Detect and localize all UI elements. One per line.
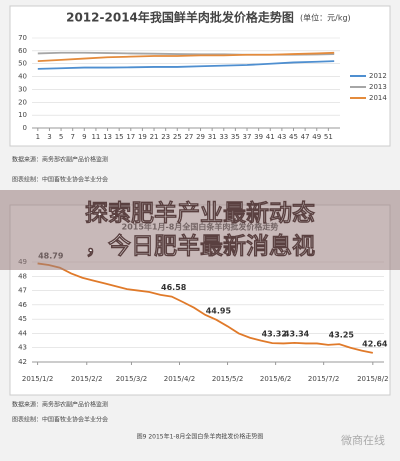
x-tick-label: 19 xyxy=(138,133,147,141)
figure-caption: 图9 2015年1-8月全国白条羊肉批发价格走势图 xyxy=(137,433,264,441)
x-tick-label: 23 xyxy=(161,133,170,141)
x-tick-label: 21 xyxy=(150,133,159,141)
y-tick-label: 50 xyxy=(18,60,27,68)
y-tick-label: 47 xyxy=(18,287,27,295)
y-tick-label: 60 xyxy=(18,47,27,55)
x-tick-label: 13 xyxy=(103,133,112,141)
x-tick-label: 35 xyxy=(231,133,240,141)
x-tick-label: 2015/2/2 xyxy=(71,375,102,383)
x-tick-label: 11 xyxy=(91,133,100,141)
x-tick-label: 17 xyxy=(126,133,135,141)
x-tick-label: 31 xyxy=(208,133,217,141)
data-label: 43.25 xyxy=(329,331,355,340)
x-tick-label: 1 xyxy=(36,133,40,141)
x-tick-label: 9 xyxy=(82,133,86,141)
overlay-text: 探索肥羊产业最新动态 xyxy=(85,200,315,227)
y-tick-label: 20 xyxy=(18,98,27,106)
chart-title: 2012-2014年我国鲜羊肉批发价格走势图 xyxy=(66,10,294,25)
x-tick-label: 2015/7/2 xyxy=(308,375,339,383)
x-tick-label: 37 xyxy=(243,133,252,141)
x-tick-label: 47 xyxy=(301,133,310,141)
y-tick-label: 42 xyxy=(18,358,27,366)
x-tick-label: 51 xyxy=(324,133,333,141)
x-tick-label: 15 xyxy=(115,133,124,141)
source-note: 图表绘制：中国畜牧业协会羊业分会 xyxy=(12,176,108,184)
x-tick-label: 5 xyxy=(59,133,63,141)
legend-label: 2013 xyxy=(369,83,387,91)
legend-label: 2014 xyxy=(369,94,387,102)
x-tick-label: 43 xyxy=(277,133,286,141)
legend-label: 2012 xyxy=(369,72,387,80)
y-tick-label: 0 xyxy=(23,124,27,132)
y-tick-label: 46 xyxy=(18,301,27,309)
x-tick-label: 2015/8/2 xyxy=(357,375,388,383)
x-tick-label: 49 xyxy=(312,133,321,141)
x-tick-label: 25 xyxy=(173,133,182,141)
y-tick-label: 43 xyxy=(18,344,27,352)
series-line xyxy=(37,262,374,354)
overlay-band xyxy=(0,190,400,270)
y-tick-label: 30 xyxy=(18,85,27,93)
source-note: 数据来源：商务部农副产品价格监测 xyxy=(12,401,108,409)
series-line xyxy=(37,60,335,70)
y-tick-label: 45 xyxy=(18,315,27,323)
y-tick-label: 48 xyxy=(18,272,27,280)
y-tick-label: 40 xyxy=(18,73,27,81)
y-tick-label: 70 xyxy=(18,34,27,42)
data-label: 43.32 xyxy=(262,330,287,339)
chart-frame xyxy=(9,5,391,147)
source-note: 数据来源：商务部农副产品价格监测 xyxy=(12,156,108,164)
x-tick-label: 45 xyxy=(289,133,298,141)
x-tick-label: 33 xyxy=(219,133,228,141)
x-tick-label: 41 xyxy=(266,133,275,141)
x-tick-label: 2015/5/2 xyxy=(212,375,243,383)
data-label: 46.58 xyxy=(161,283,187,292)
x-tick-label: 2015/1/2 xyxy=(22,375,53,383)
y-tick-label: 10 xyxy=(18,111,27,119)
series-line xyxy=(37,51,335,63)
data-label: 43.34 xyxy=(284,329,310,338)
x-tick-label: 3 xyxy=(47,133,51,141)
watermark: 微商在线 xyxy=(341,433,385,447)
x-tick-label: 29 xyxy=(196,133,205,141)
overlay-text: ，今日肥羊最新消息视 xyxy=(85,233,315,260)
x-tick-label: 2015/3/2 xyxy=(116,375,147,383)
x-tick-label: 7 xyxy=(70,133,74,141)
x-tick-label: 2015/6/2 xyxy=(260,375,291,383)
source-note: 图表绘制：中国畜牧业协会羊业分会 xyxy=(12,416,108,424)
x-tick-label: 2015/4/2 xyxy=(164,375,195,383)
y-tick-label: 44 xyxy=(18,329,27,337)
data-label: 44.95 xyxy=(206,306,232,315)
x-tick-label: 27 xyxy=(184,133,193,141)
chart-unit: (单位：元/kg) xyxy=(300,13,351,23)
x-tick-label: 39 xyxy=(254,133,263,141)
data-label: 42.64 xyxy=(362,339,388,348)
